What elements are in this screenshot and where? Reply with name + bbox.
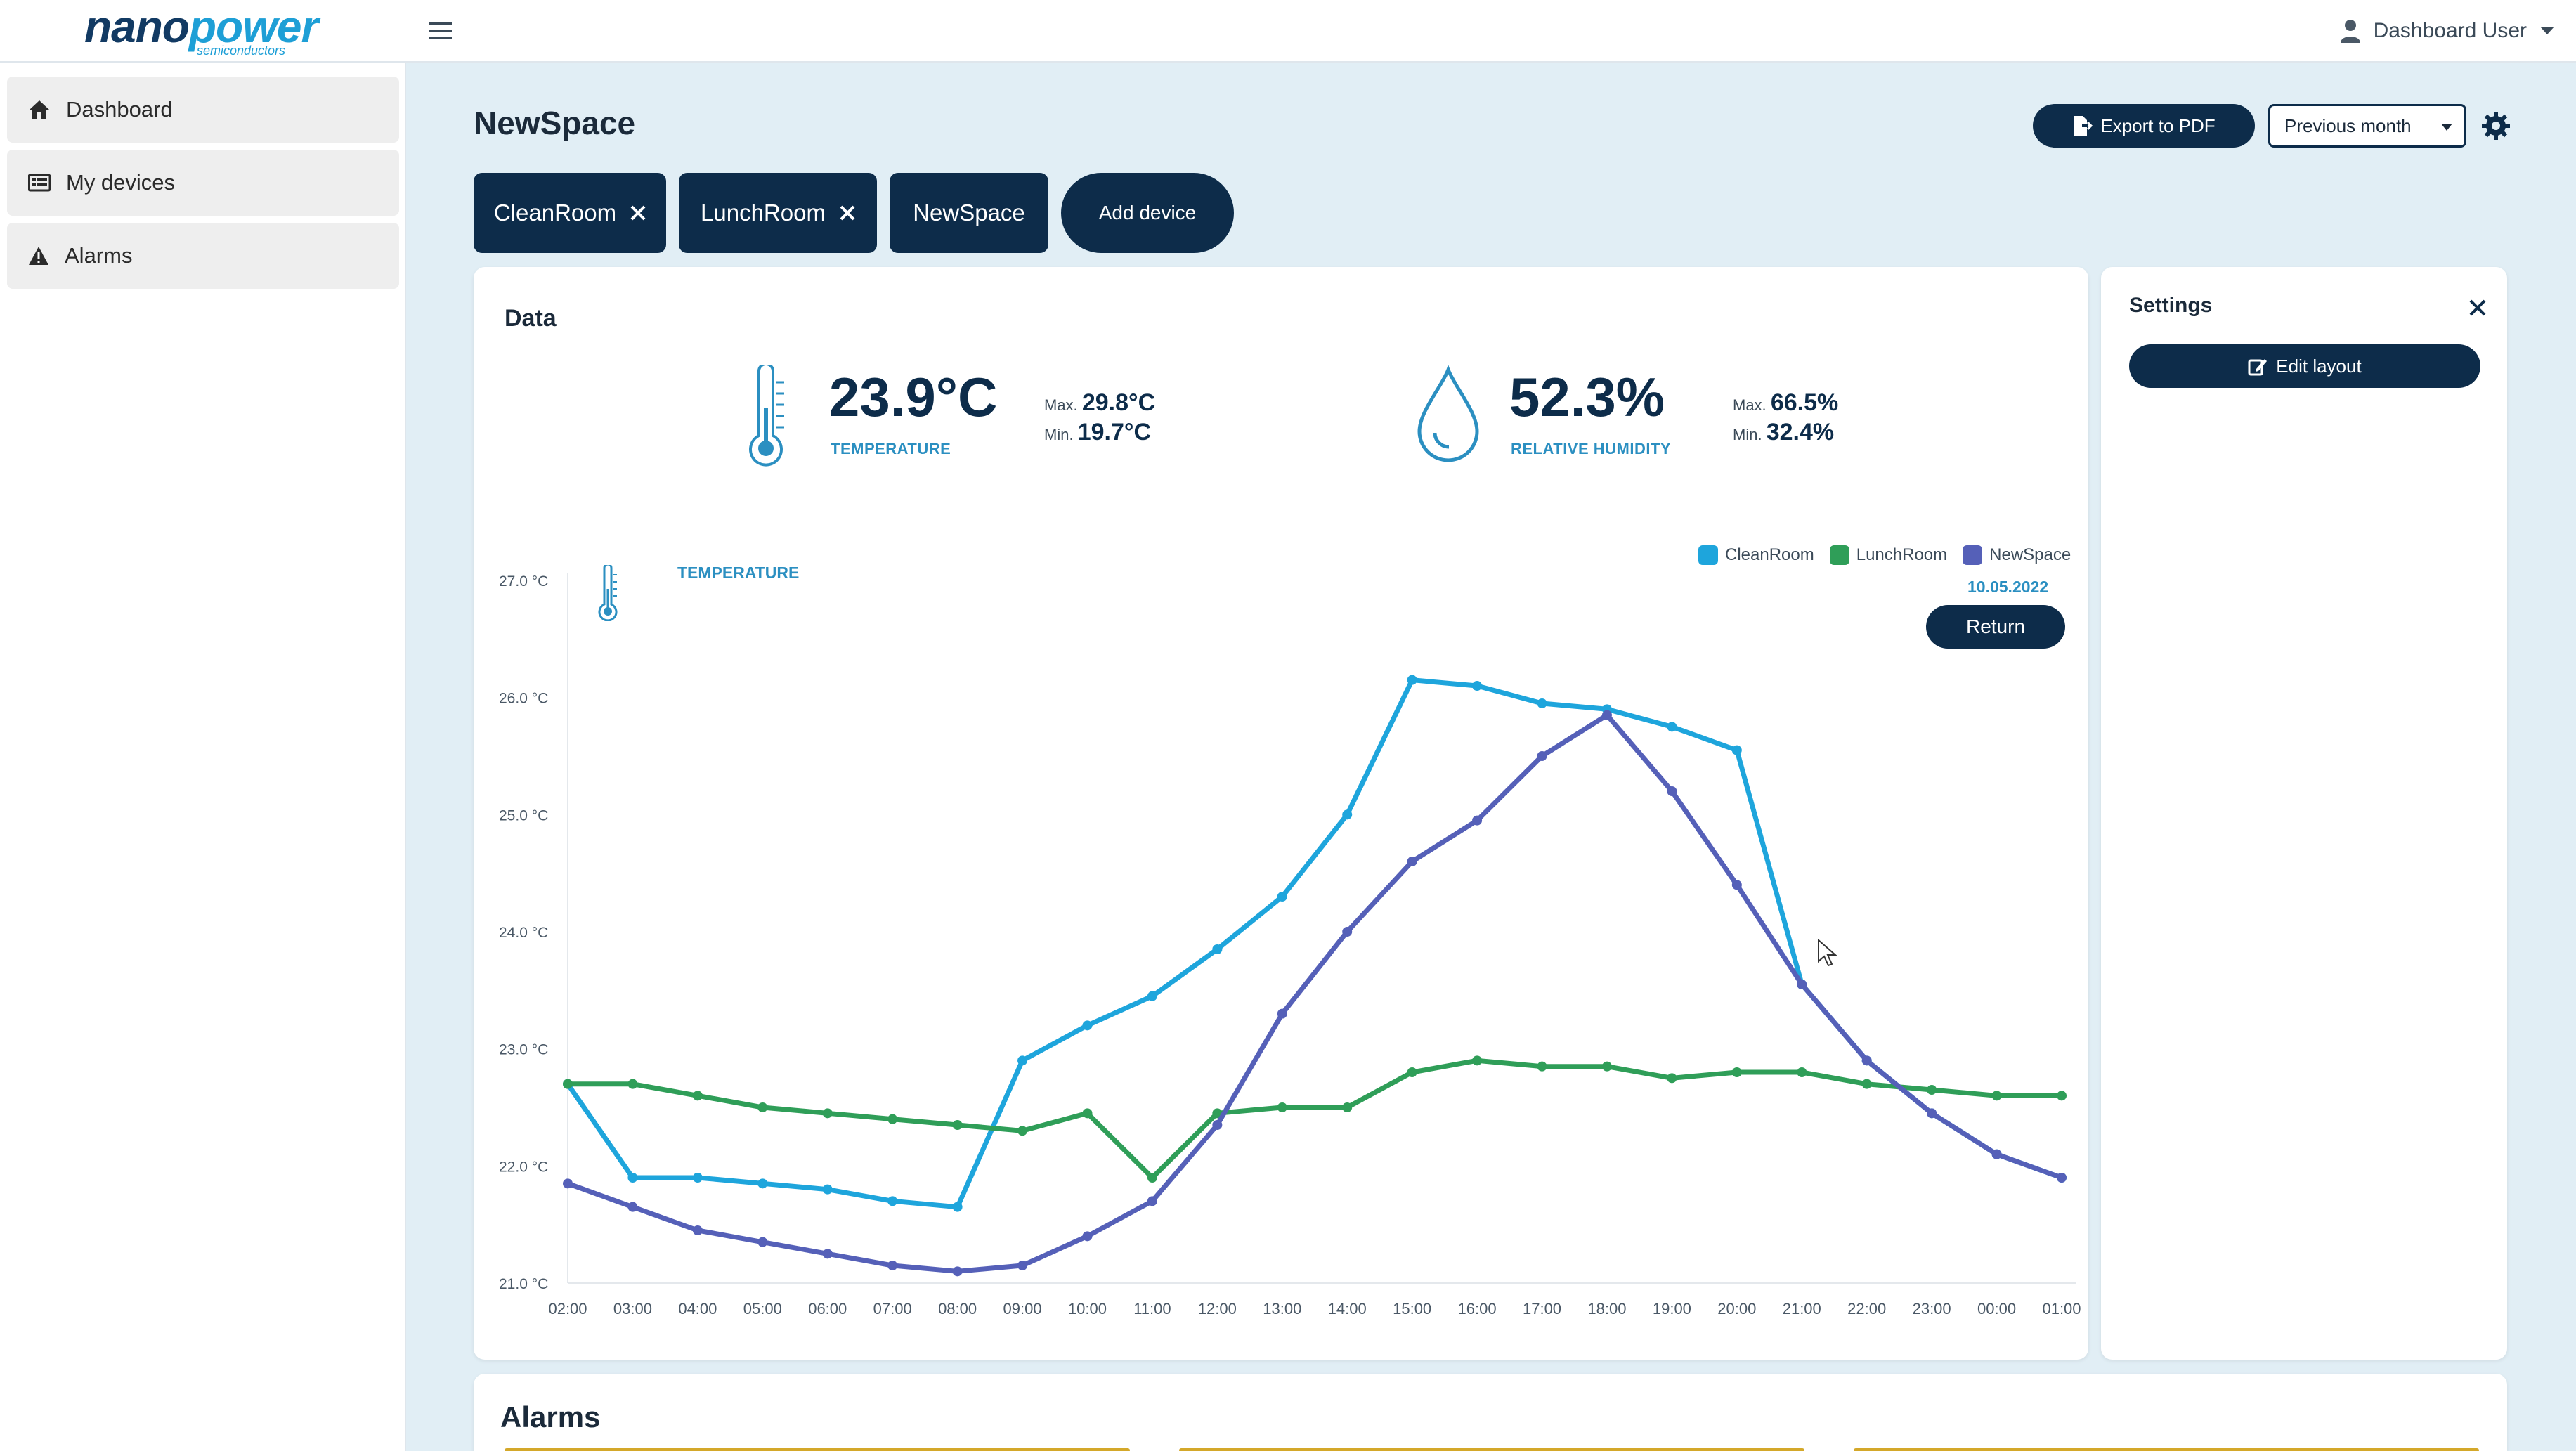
min-prefix: Min. (1733, 426, 1762, 443)
legend-item-lunchroom[interactable]: LunchRoom (1829, 545, 1948, 565)
humidity-min: Min. 32.4% (1733, 419, 1834, 446)
humidity-label: RELATIVE HUMIDITY (1511, 440, 1672, 457)
sidebar-item-label: My devices (66, 170, 176, 195)
close-icon[interactable] (840, 205, 855, 221)
device-chip-newspace[interactable]: NewSpace (890, 173, 1048, 253)
devices-icon (28, 174, 51, 192)
home-icon (30, 100, 49, 119)
edit-icon (2248, 359, 2268, 376)
alarms-title: Alarms (500, 1400, 601, 1433)
alarm-card-edge (505, 1448, 1130, 1451)
max-prefix: Max. (1044, 396, 1078, 414)
device-chip-label: LunchRoom (701, 200, 826, 226)
settings-title: Settings (2129, 294, 2213, 317)
settings-panel: Settings Edit layout (2101, 267, 2507, 1360)
warning-icon (29, 247, 48, 265)
max-value: 29.8°C (1081, 389, 1156, 416)
caret-down-icon (2441, 124, 2452, 131)
file-export-icon (2074, 116, 2093, 136)
export-pdf-button[interactable]: Export to PDF (2033, 104, 2255, 148)
thermometer-icon (749, 365, 784, 467)
return-button[interactable]: Return (1926, 605, 2065, 649)
edit-layout-button[interactable]: Edit layout (2129, 344, 2480, 388)
temperature-value: 23.9°C (829, 366, 998, 428)
sidebar-item-label: Alarms (65, 243, 133, 268)
sidebar: Dashboard My devices Alarms (0, 63, 406, 1451)
temperature-max: Max. 29.8°C (1044, 389, 1155, 417)
logo-text-nano: nano (84, 1, 190, 52)
legend-label: LunchRoom (1856, 545, 1948, 564)
add-device-label: Add device (1098, 202, 1197, 223)
legend-label: NewSpace (1989, 545, 2071, 564)
data-card: Data (474, 267, 2088, 1360)
user-menu[interactable]: Dashboard User (2340, 14, 2555, 48)
sidebar-item-label: Dashboard (66, 97, 173, 122)
user-name: Dashboard User (2373, 19, 2527, 42)
alarm-card-edge (1854, 1448, 2479, 1451)
chevron-down-icon (2540, 27, 2554, 34)
add-device-button[interactable]: Add device (1061, 173, 1234, 253)
temperature-label: TEMPERATURE (831, 440, 951, 457)
device-chip-label: NewSpace (913, 200, 1025, 226)
device-chip-lunchroom[interactable]: LunchRoom (679, 173, 877, 253)
data-card-title: Data (505, 305, 557, 332)
legend-label: CleanRoom (1725, 545, 1814, 564)
edit-layout-label: Edit layout (2276, 355, 2362, 377)
device-chip-label: CleanRoom (493, 200, 617, 226)
gear-icon[interactable] (2479, 109, 2513, 143)
chart-date: 10.05.2022 (1967, 578, 2049, 596)
max-prefix: Max. (1733, 396, 1767, 414)
chart-thermometer-icon (598, 565, 618, 621)
sidebar-item-my-devices[interactable]: My devices (7, 150, 399, 216)
nanopower-logo[interactable]: nanopower semiconductors (84, 4, 323, 60)
page-title: NewSpace (474, 105, 636, 141)
return-label: Return (1965, 616, 2026, 637)
chart-title: TEMPERATURE (677, 564, 800, 582)
min-value: 32.4% (1766, 419, 1835, 445)
sidebar-item-dashboard[interactable]: Dashboard (7, 77, 399, 143)
mouse-cursor-icon (1818, 939, 1837, 967)
max-value: 66.5% (1770, 389, 1839, 416)
chart-legend: CleanRoom LunchRoom NewSpace (1698, 545, 2071, 565)
user-icon (2340, 20, 2360, 43)
logo-text-power: power (188, 1, 318, 52)
period-select-value: Previous month (2284, 115, 2412, 136)
legend-swatch (1829, 545, 1849, 565)
humidity-max: Max. 66.5% (1733, 389, 1838, 417)
legend-item-cleanroom[interactable]: CleanRoom (1698, 545, 1814, 565)
period-select[interactable]: Previous month (2268, 104, 2466, 148)
logo-subtitle: semiconductors (197, 44, 286, 58)
top-bar: nanopower semiconductors Dashboard User (0, 0, 2576, 63)
humidity-value: 52.3% (1509, 366, 1665, 428)
sidebar-item-alarms[interactable]: Alarms (7, 223, 399, 289)
hamburger-menu-icon[interactable] (422, 15, 460, 46)
temperature-min: Min. 19.7°C (1044, 419, 1151, 446)
alarm-card-edge (1179, 1448, 1804, 1451)
close-icon[interactable] (630, 205, 646, 221)
min-value: 19.7°C (1077, 419, 1152, 445)
alarms-card: Alarms (474, 1374, 2507, 1451)
close-icon[interactable] (2465, 295, 2490, 320)
water-drop-icon (1417, 365, 1479, 462)
legend-item-newspace[interactable]: NewSpace (1963, 545, 2071, 565)
device-chip-cleanroom[interactable]: CleanRoom (474, 173, 666, 253)
export-pdf-label: Export to PDF (2100, 115, 2216, 136)
min-prefix: Min. (1044, 426, 1074, 443)
legend-swatch (1963, 545, 1983, 565)
legend-swatch (1698, 545, 1718, 565)
